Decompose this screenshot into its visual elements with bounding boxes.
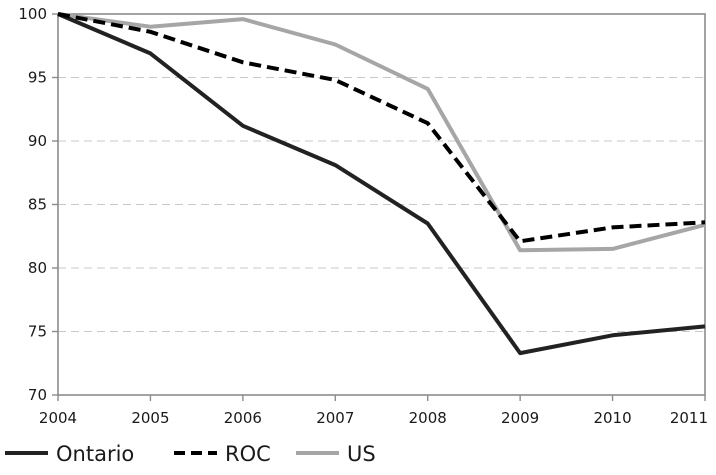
series-line-us xyxy=(57,12,706,253)
legend: Ontario ROC US xyxy=(5,442,376,466)
x-axis-ticks: 2004 2005 2006 2007 2008 2009 2010 2011 xyxy=(39,395,708,427)
y-tick-label: 70 xyxy=(28,386,47,404)
series-line-ontario xyxy=(57,12,706,356)
gridlines xyxy=(58,77,705,332)
x-tick-label: 2009 xyxy=(501,409,539,427)
series-line-roc xyxy=(57,12,706,244)
x-tick-label: 2011 xyxy=(670,409,708,427)
y-axis-ticks: 70 75 80 85 90 95 100 xyxy=(18,5,58,404)
series-lines xyxy=(57,12,706,356)
x-tick-label: 2008 xyxy=(409,409,447,427)
y-tick-label: 90 xyxy=(28,132,47,150)
x-tick-label: 2010 xyxy=(593,409,631,427)
y-tick-label: 100 xyxy=(18,5,47,23)
x-tick-label: 2004 xyxy=(39,409,77,427)
y-tick-label: 85 xyxy=(28,196,47,214)
y-tick-label: 95 xyxy=(28,69,47,87)
y-tick-label: 75 xyxy=(28,323,47,341)
legend-label-roc: ROC xyxy=(225,442,271,466)
y-tick-label: 80 xyxy=(28,259,47,277)
x-tick-label: 2007 xyxy=(316,409,354,427)
legend-label-ontario: Ontario xyxy=(56,442,134,466)
x-tick-label: 2005 xyxy=(131,409,169,427)
x-tick-label: 2006 xyxy=(224,409,262,427)
legend-label-us: US xyxy=(347,442,376,466)
